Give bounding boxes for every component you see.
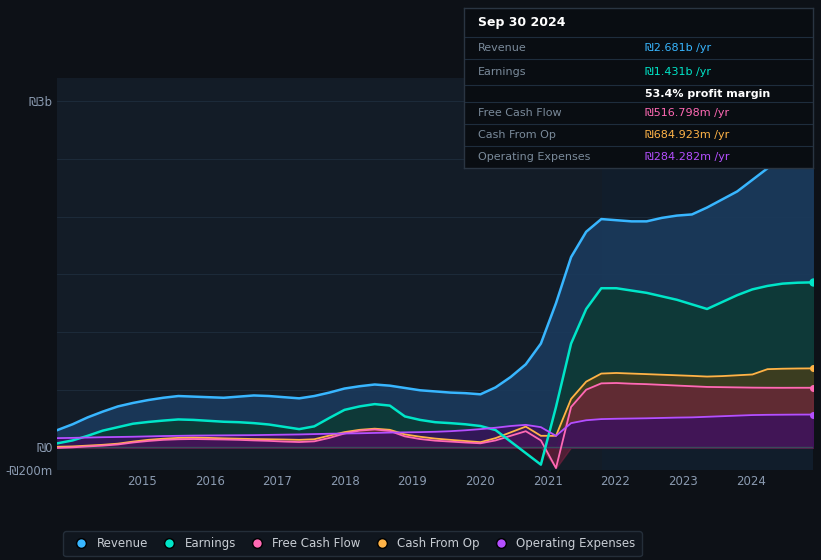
- Legend: Revenue, Earnings, Free Cash Flow, Cash From Op, Operating Expenses: Revenue, Earnings, Free Cash Flow, Cash …: [63, 531, 641, 556]
- Bar: [602, 78, 813, 470]
- Text: ₪516.798m /yr: ₪516.798m /yr: [645, 108, 729, 118]
- Text: 53.4% profit margin: 53.4% profit margin: [645, 88, 771, 99]
- Text: ₪284.282m /yr: ₪284.282m /yr: [645, 152, 730, 162]
- Text: Operating Expenses: Operating Expenses: [478, 152, 590, 162]
- Text: Cash From Op: Cash From Op: [478, 130, 556, 140]
- Text: Revenue: Revenue: [478, 43, 526, 53]
- Text: ₪1.431b /yr: ₪1.431b /yr: [645, 67, 711, 77]
- Text: ₪684.923m /yr: ₪684.923m /yr: [645, 130, 730, 140]
- Text: Sep 30 2024: Sep 30 2024: [478, 16, 566, 29]
- Text: ₪2.681b /yr: ₪2.681b /yr: [645, 43, 712, 53]
- Text: Free Cash Flow: Free Cash Flow: [478, 108, 562, 118]
- Text: Earnings: Earnings: [478, 67, 526, 77]
